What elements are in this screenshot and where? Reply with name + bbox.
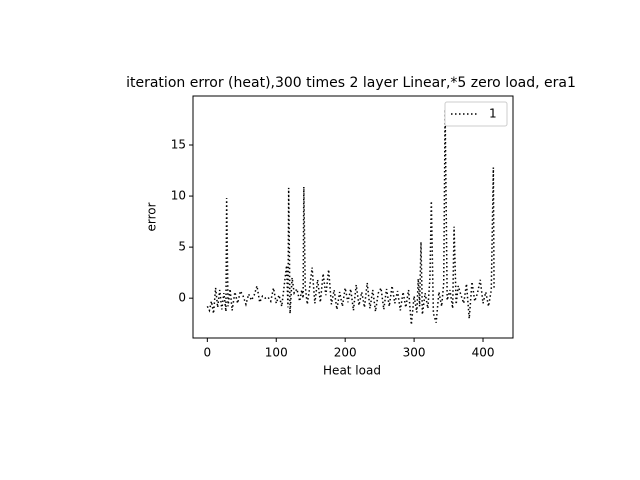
- data-line: [206, 109, 495, 325]
- y-tick-label: 15: [171, 138, 186, 152]
- y-tick-label: 5: [178, 240, 186, 254]
- x-tick-label: 300: [403, 346, 426, 360]
- y-axis-label: error: [145, 202, 159, 231]
- legend-label: 1: [489, 107, 497, 121]
- x-tick-label: 200: [334, 346, 357, 360]
- x-tick-label: 400: [472, 346, 495, 360]
- y-tick-label: 10: [171, 189, 186, 203]
- y-tick-label: 0: [178, 291, 186, 305]
- x-tick-label: 100: [265, 346, 288, 360]
- plot-frame: [192, 95, 514, 339]
- x-tick-label: 0: [204, 346, 212, 360]
- chart-title: iteration error (heat),300 times 2 layer…: [126, 75, 576, 91]
- x-axis-label: Heat load: [323, 364, 381, 378]
